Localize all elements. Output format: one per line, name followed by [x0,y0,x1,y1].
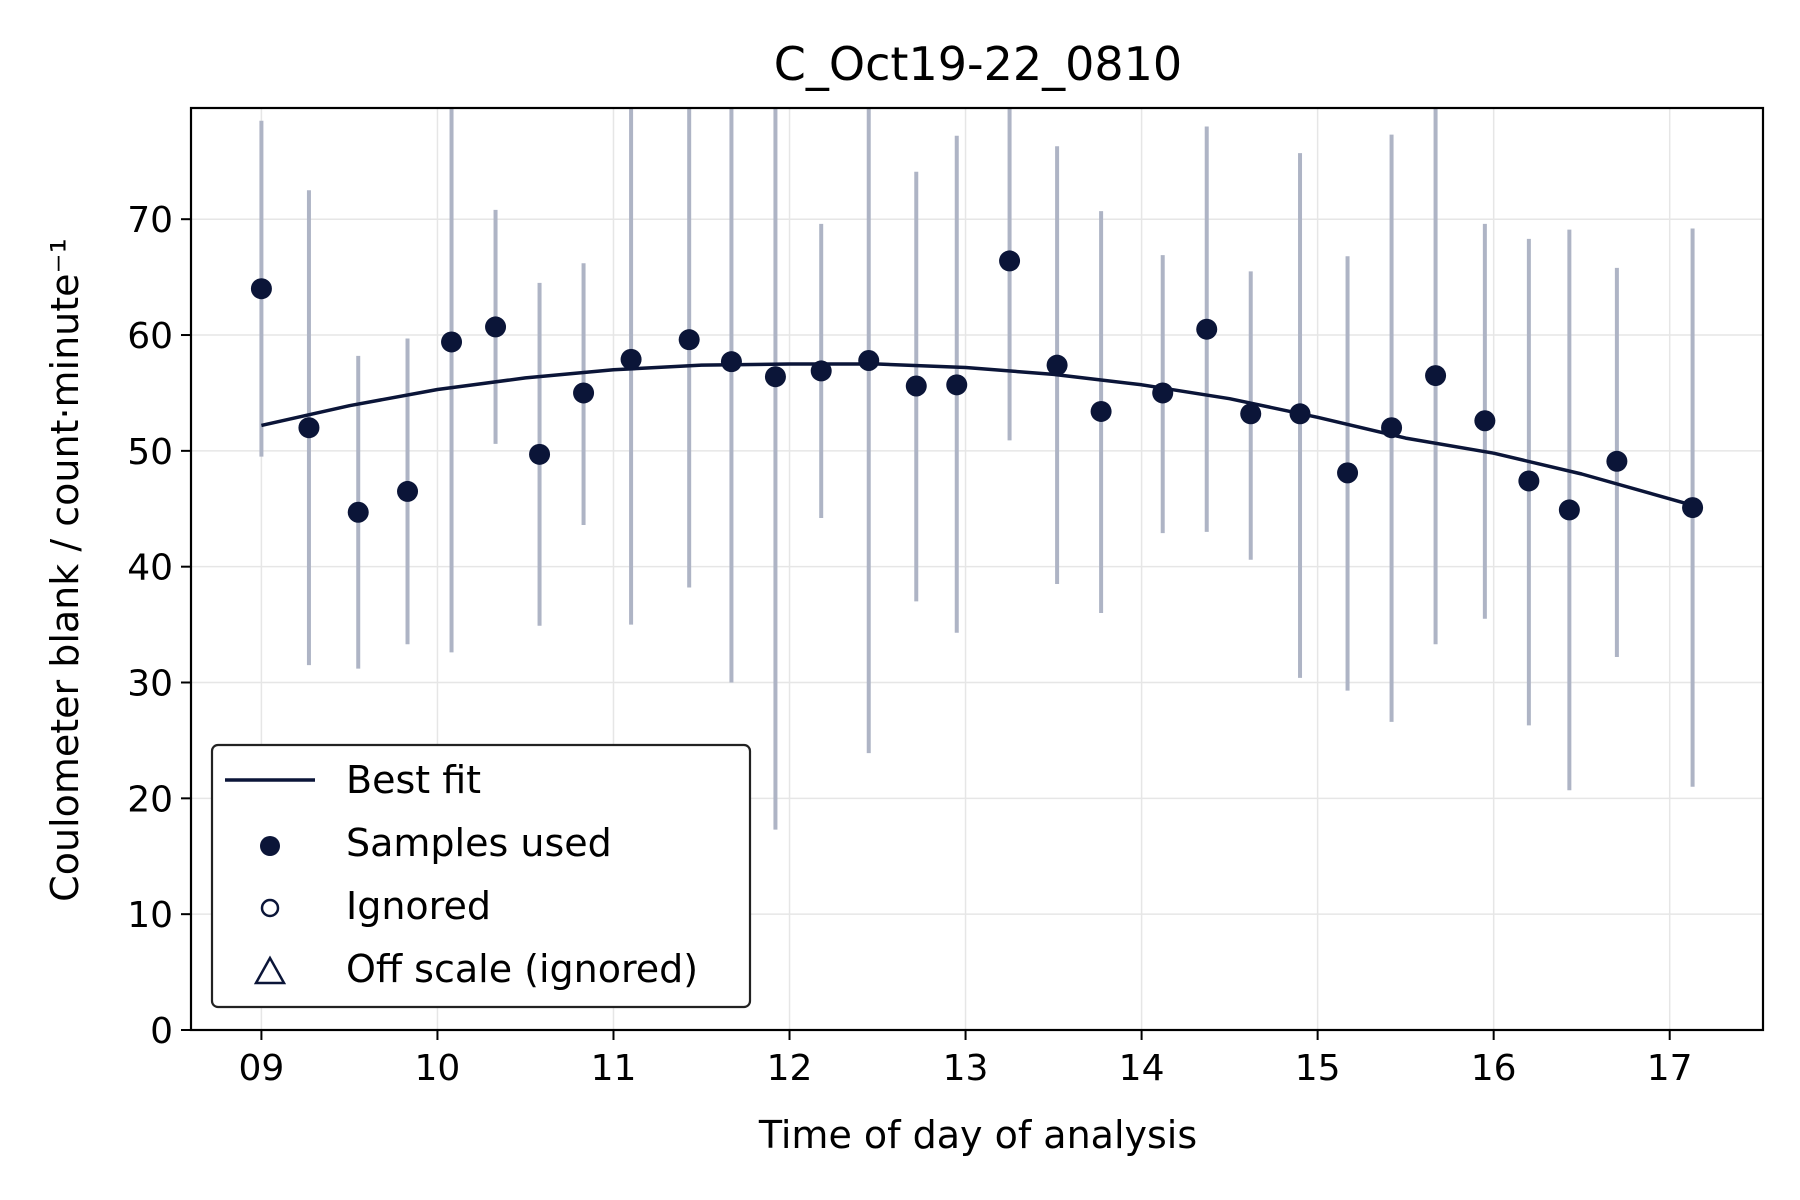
legend-ignored-label: Ignored [346,884,491,928]
y-tick-label: 0 [150,1011,173,1052]
sample-point [1518,470,1540,492]
y-tick-label: 70 [127,200,173,241]
sample-point [441,331,463,353]
axis-ticks: 09 10 11 12 13 14 15 16 17 0 10 20 30 40 50 60 70 [127,200,1692,1089]
sample-point [485,316,507,338]
legend-samples-used-label: Samples used [346,821,612,865]
x-axis-label: Time of day of analysis [758,1113,1197,1157]
sample-point [678,329,700,351]
legend-best-fit-label: Best fit [346,758,481,802]
y-tick-label: 30 [127,664,173,705]
legend-samples-used-swatch [260,836,280,856]
y-tick-label: 60 [127,316,173,357]
sample-points [250,250,1704,523]
sample-point [946,374,968,396]
x-tick-label: 14 [1119,1048,1165,1089]
sample-point [1240,403,1262,425]
legend-off-scale-swatch [253,955,287,985]
y-tick-label: 20 [127,779,173,820]
sample-point [1558,499,1580,521]
sample-point [858,350,880,372]
x-tick-label: 12 [767,1048,813,1089]
sample-point [810,360,832,382]
sample-point [999,250,1021,272]
x-tick-label: 15 [1295,1048,1341,1089]
sample-point [397,480,419,502]
legend-box [210,743,752,1009]
y-tick-label: 50 [127,432,173,473]
sample-point [347,501,369,523]
y-axis-label: Coulometer blank / count·minute⁻¹ [43,238,87,902]
sample-point [1152,382,1174,404]
legend-ignored-swatch [260,898,280,918]
sample-point [250,278,272,300]
legend: Best fit Samples used Ignored Off scale … [210,743,752,1009]
x-tick-label: 09 [239,1048,285,1089]
y-tick-label: 10 [127,895,173,936]
sample-point [764,366,786,388]
x-tick-label: 11 [591,1048,637,1089]
sample-point [298,417,320,439]
sample-point [1196,318,1218,340]
chart-title: C_Oct19-22_0810 [774,37,1182,91]
sample-point [1046,354,1068,376]
y-tick-label: 40 [127,548,173,589]
plot-frame [189,106,1765,1032]
sample-point [905,375,927,397]
sample-point [1606,450,1628,472]
sample-point [1682,497,1704,519]
x-tick-label: 17 [1647,1048,1693,1089]
best-fit-layer [261,362,1694,507]
sample-point [1381,417,1403,439]
sample-point [1474,410,1496,432]
sample-point [1337,462,1359,484]
sample-point [620,348,642,370]
sample-point [1090,400,1112,422]
x-tick-label: 13 [943,1048,989,1089]
legend-off-scale-label: Off scale (ignored) [346,947,698,991]
best-fit-line [261,362,1694,507]
x-tick-label: 10 [415,1048,461,1089]
sample-point [1289,403,1311,425]
x-tick-label: 16 [1471,1048,1517,1089]
sample-point [529,443,551,465]
sample-point [1425,365,1447,387]
sample-point [573,382,595,404]
sample-point [720,351,742,373]
